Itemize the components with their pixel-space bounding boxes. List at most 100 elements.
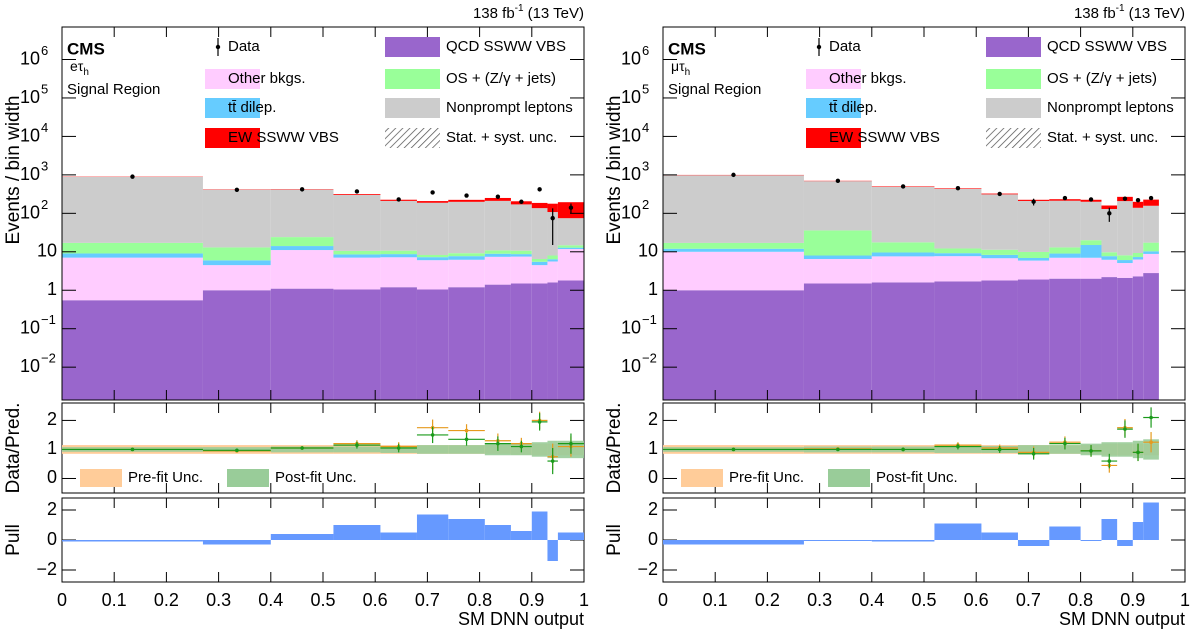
experiment-label: CMS [67, 39, 105, 58]
x-tick-label: 0.2 [154, 590, 179, 610]
stack-segment [202, 260, 271, 266]
y-tick-exponent: −1 [41, 312, 56, 327]
stack-segment [1017, 251, 1050, 258]
stack-segment [1143, 251, 1159, 254]
postfit-band [448, 445, 485, 454]
x-tick-label: 0.7 [415, 590, 440, 610]
lumi-exp: -1 [515, 3, 524, 14]
stack-segment [981, 258, 1018, 281]
y-tick-base: 10 [20, 164, 40, 184]
data-point [299, 187, 305, 192]
data-point [537, 187, 542, 192]
stack-segment [1101, 277, 1118, 400]
legend-swatch [205, 69, 260, 89]
pull-bar [934, 523, 982, 540]
y-tick-base: 10 [20, 317, 40, 337]
y-tick-label: 1 [648, 279, 658, 299]
postfit-point [519, 444, 524, 449]
stack-segment [981, 280, 1018, 400]
data-point [1107, 211, 1112, 216]
data-point [396, 197, 401, 202]
plot: 0 0.1 0.2 0.3 0.4 0.5 0.6 0.7 0.8 0.9 1SM DNN outp… [3, 3, 589, 629]
stack-segment [62, 257, 203, 301]
stack-segment [510, 256, 532, 284]
x-axis-label: SM DNN output [458, 609, 584, 629]
stack-segment [484, 256, 511, 285]
postfit-band [531, 442, 548, 457]
data-point [1122, 196, 1128, 201]
stack-segment [1049, 278, 1081, 400]
y-tick-label: 0 [47, 467, 57, 487]
x-tick-label: 0.3 [807, 590, 832, 610]
postfit-band [1101, 442, 1118, 457]
stack-segment [416, 289, 449, 400]
stack-segment [1132, 253, 1144, 258]
legend-swatch [385, 69, 440, 89]
y-tick-exponent: 6 [41, 43, 48, 58]
stack-segment [448, 253, 485, 257]
legend-label: Other bkgs. [228, 70, 306, 87]
y-tick-base: −2 [36, 559, 57, 579]
stack-segment [1017, 260, 1050, 280]
stack-segment [1143, 273, 1159, 400]
y-tick-base: 10 [621, 48, 641, 68]
x-tick-label: 0.1 [102, 590, 127, 610]
data-point [731, 172, 736, 178]
data-point [1135, 197, 1141, 203]
y-tick-label: 0 [648, 467, 658, 487]
y-tick-label: 10 [621, 202, 641, 222]
stack-segment [981, 254, 1018, 259]
stack-segment [1132, 276, 1144, 400]
stack-segment [803, 283, 872, 400]
stack-segment [1017, 200, 1050, 252]
stack-segment [1117, 260, 1133, 264]
stack-segment [934, 256, 982, 282]
legend-label: Other bkgs. [829, 70, 907, 87]
stack-segment [1080, 278, 1102, 400]
legend-swatch [806, 98, 861, 118]
x-tick-label: 0.4 [859, 590, 884, 610]
y-axis-label: Data/Pred. [3, 403, 24, 494]
data-point [1148, 195, 1154, 201]
stack-segment [663, 248, 804, 252]
lumi-label: 138 fb-1 (13 TeV) [1074, 3, 1185, 22]
y-tick-label: 10 [20, 125, 40, 145]
postfit-band [1117, 442, 1133, 457]
stack-segment [557, 280, 584, 400]
stack-segment [448, 201, 485, 254]
channel-sub: h [685, 67, 691, 78]
stack-segment [333, 254, 381, 258]
x-tick-label: 0.8 [1068, 590, 1093, 610]
pull-bar [663, 540, 804, 545]
y-tick-label: −2 [36, 559, 57, 579]
stack-segment [871, 252, 935, 257]
pull-bar [448, 519, 485, 540]
y-tick-label: 10 [621, 317, 641, 337]
y-tick-label: 10 [621, 164, 641, 184]
region-label: Signal Region [67, 81, 160, 98]
stack-segment [531, 283, 548, 400]
legend-swatch [205, 98, 260, 118]
stack-segment [484, 253, 511, 257]
postfit-point [1031, 452, 1036, 456]
stack-segment [803, 230, 872, 256]
stack-segment [448, 199, 485, 202]
stack-segment [510, 254, 532, 257]
stack-segment [803, 255, 872, 259]
y-tick-base: 10 [621, 87, 641, 107]
lumi-exp: -1 [1116, 3, 1125, 14]
pull-bar [1132, 522, 1144, 540]
stack-segment [510, 283, 532, 400]
x-tick-label: 0.4 [258, 590, 283, 610]
lumi-suffix: (13 TeV) [528, 5, 584, 22]
stack-segment [557, 245, 584, 248]
x-tick-label: 1 [1180, 590, 1190, 610]
x-tick-label: 0.9 [1120, 590, 1145, 610]
lumi-suffix: (13 TeV) [1129, 5, 1185, 22]
postfit-point [355, 443, 359, 447]
y-tick-base: 10 [20, 356, 40, 376]
stack-segment [934, 253, 982, 257]
postfit-point [550, 459, 555, 463]
pull-bar [1117, 540, 1133, 546]
stack-segment [803, 258, 872, 284]
